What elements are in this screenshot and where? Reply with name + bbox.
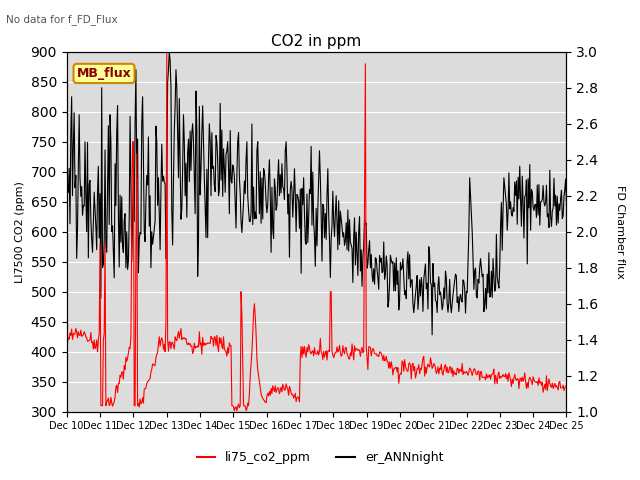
Y-axis label: FD Chamber flux: FD Chamber flux bbox=[615, 185, 625, 279]
Title: CO2 in ppm: CO2 in ppm bbox=[271, 34, 362, 49]
Y-axis label: LI7500 CO2 (ppm): LI7500 CO2 (ppm) bbox=[15, 181, 25, 283]
Text: MB_flux: MB_flux bbox=[77, 67, 131, 80]
Legend: li75_co2_ppm, er_ANNnight: li75_co2_ppm, er_ANNnight bbox=[191, 446, 449, 469]
Text: No data for f_FD_Flux: No data for f_FD_Flux bbox=[6, 14, 118, 25]
